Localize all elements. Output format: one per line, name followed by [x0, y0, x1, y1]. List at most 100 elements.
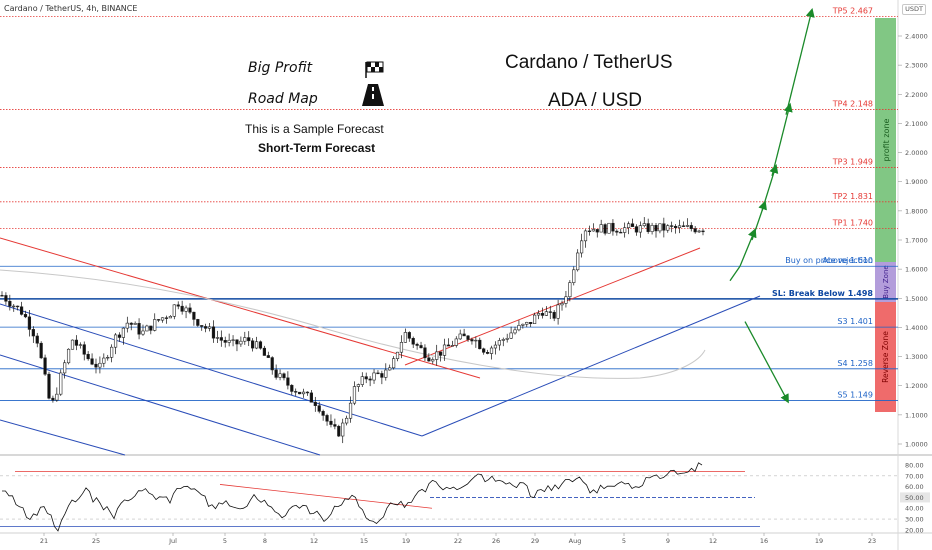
candle-body [207, 326, 212, 329]
price-tick-label: 2.0000 [905, 149, 928, 157]
candle-body [411, 338, 415, 345]
candle-body [86, 353, 90, 360]
profit-zone [875, 18, 896, 262]
candle-body [392, 358, 396, 369]
candle-body [47, 373, 51, 399]
candles [0, 217, 705, 444]
candle-body [90, 358, 94, 365]
forecast-arrows [729, 8, 815, 404]
blue-ascending-support [421, 295, 761, 437]
level-label-tp5: TP5 2.467 [832, 6, 873, 15]
candle-body [435, 351, 439, 360]
price-tick-label: 2.2000 [905, 91, 928, 99]
candle-body [110, 346, 114, 358]
buy-zone [875, 262, 896, 302]
time-tick-label: 12 [709, 537, 717, 545]
candle-body [630, 223, 635, 227]
candle-body [478, 339, 482, 350]
pair-short-text: ADA / USD [548, 90, 642, 111]
candle-body [184, 307, 188, 312]
candle-body [442, 344, 447, 356]
candle-body [254, 341, 259, 349]
candle-body [458, 333, 462, 340]
price-tick-label: 1.4000 [905, 324, 928, 332]
candle-body [196, 319, 200, 326]
rsi-line [2, 462, 703, 532]
candle-body [415, 343, 419, 346]
time-axis: 21 25 Jul 5 8 12 15 19 22 26 29 Aug 5 9 12 16 19 23 [40, 533, 876, 545]
candle-body [129, 322, 133, 325]
currency-badge[interactable]: USDT [902, 4, 926, 15]
candle-body [345, 417, 349, 424]
candle-body [286, 377, 290, 386]
candle-body [497, 340, 501, 346]
candle-body [650, 225, 654, 232]
candle-body [525, 321, 529, 325]
candle-body [305, 391, 310, 394]
candle-body [204, 326, 208, 329]
candle-body [121, 327, 126, 338]
candle-body [572, 269, 576, 283]
candle-body [407, 332, 411, 339]
candle-body [517, 325, 521, 331]
time-tick-label: 23 [868, 537, 876, 545]
candle-body [31, 329, 35, 337]
candle-body [227, 339, 231, 343]
candle-body [427, 357, 431, 362]
candle-body [587, 230, 592, 233]
level-label-tp1: TP1 1.740 [832, 218, 873, 227]
candle-body [513, 329, 517, 334]
big-profit-text: Big Profit [248, 60, 313, 76]
level-label-tp4: TP4 2.148 [832, 99, 873, 108]
candle-body [145, 325, 149, 332]
candle-body [356, 384, 360, 387]
candle-body [270, 357, 274, 371]
candle-body [63, 362, 67, 374]
candle-body [106, 356, 110, 359]
level-label-s4: S4 1.258 [837, 359, 873, 368]
candle-body [654, 225, 658, 232]
time-tick-label: 19 [815, 537, 823, 545]
level-labels: TP5 2.467 TP4 2.148 TP3 1.949 TP2 1.831 TP1 … [772, 6, 873, 399]
candle-body [501, 339, 505, 341]
red-ascending-trendline [404, 247, 701, 366]
reverse-zone-label: Reverse Zone [881, 331, 890, 383]
candle-body [579, 240, 584, 254]
candle-body [55, 393, 59, 401]
time-tick-label: 8 [263, 537, 267, 545]
candle-body [43, 357, 47, 375]
candle-body [341, 422, 345, 437]
candle-body [82, 344, 86, 355]
candle-body [603, 224, 607, 234]
candle-body [337, 425, 341, 437]
candle-body [591, 229, 595, 232]
time-tick-label: Jul [168, 537, 177, 545]
profit-zone-label: profit zone [882, 118, 891, 161]
candle-body [141, 330, 145, 335]
candle-body [231, 339, 235, 341]
rsi-tick-label: 30.00 [905, 516, 924, 524]
price-tick-label: 1.6000 [905, 266, 928, 274]
candle-body [677, 225, 682, 229]
candle-body [282, 373, 286, 379]
level-label-s5: S5 1.149 [837, 391, 873, 400]
level-label-s3: S3 1.401 [837, 317, 873, 326]
time-tick-label: 16 [760, 537, 768, 545]
price-tick-label: 2.4000 [905, 33, 928, 41]
candle-body [454, 338, 458, 346]
candle-body [0, 295, 4, 297]
red-descending-trendline [0, 237, 481, 379]
candle-body [533, 314, 537, 324]
short-term-forecast-text: Short-Term Forecast [258, 141, 375, 155]
candle-body [619, 231, 623, 234]
candle-body [137, 323, 141, 335]
level-label-above: Above 1.610 [822, 256, 873, 265]
candle-body [262, 347, 266, 356]
candle-body [215, 337, 219, 339]
candle-body [102, 357, 106, 364]
candle-body [673, 225, 678, 229]
candle-body [564, 296, 568, 304]
candle-body [611, 222, 615, 232]
